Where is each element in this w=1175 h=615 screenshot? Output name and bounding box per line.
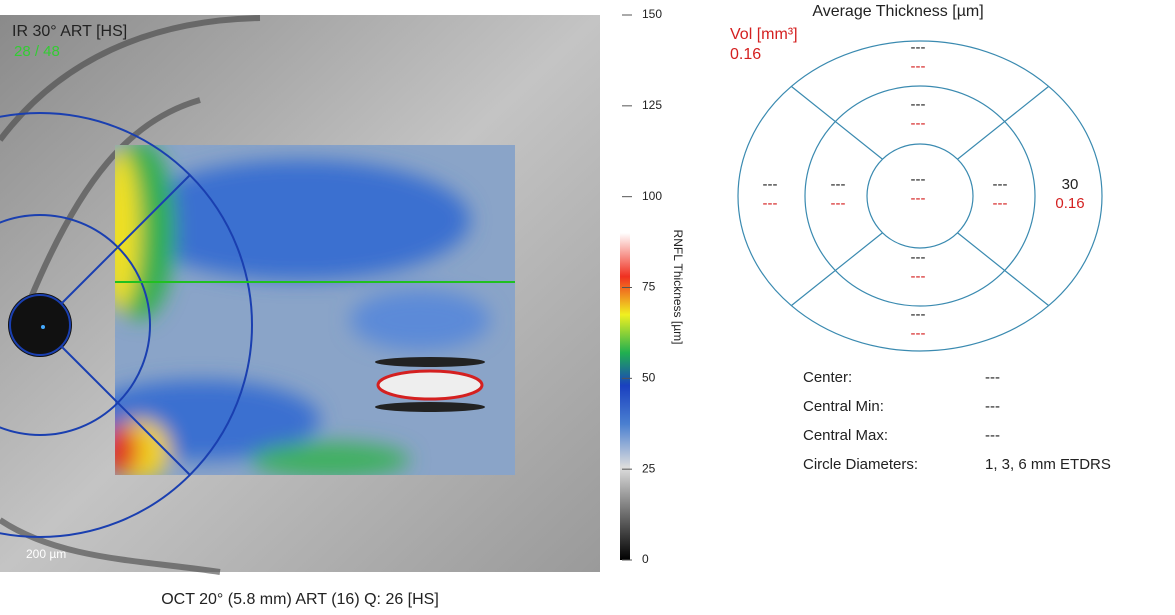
vol-value: 0.16 xyxy=(730,46,761,63)
image-caption: OCT 20° (5.8 mm) ART (16) Q: 26 [HS] xyxy=(161,591,439,608)
colorbar-tick-label: 125 xyxy=(642,98,662,112)
sector-volume: --- xyxy=(911,115,926,132)
sector-thickness: --- xyxy=(911,39,926,56)
sector-thickness: --- xyxy=(763,176,778,193)
sector-volume: 0.16 xyxy=(1055,195,1084,212)
sector-thickness: --- xyxy=(911,306,926,323)
fundus-image: IR 30° ART [HS] 28 / 48 200 µm OCT 20° (… xyxy=(0,15,600,608)
info-label: Circle Diameters: xyxy=(803,456,918,473)
info-table: Center: --- Central Min: --- Central Max: ---… xyxy=(803,369,1111,473)
colorbar-tick-label: 75 xyxy=(642,280,656,294)
info-value: --- xyxy=(985,369,1000,386)
sector-volume: --- xyxy=(911,325,926,342)
sector-volume: --- xyxy=(831,195,846,212)
colorbar-tick-label: 100 xyxy=(642,189,662,203)
report: IR 30° ART [HS] 28 / 48 200 µm OCT 20° (… xyxy=(0,0,1175,615)
sector-volume: --- xyxy=(911,190,926,207)
sector-thickness: --- xyxy=(831,176,846,193)
vol-label: Vol [mm³] xyxy=(730,26,798,43)
colorbar-tick-label: 150 xyxy=(642,7,662,21)
grid-title: Average Thickness [µm] xyxy=(812,3,983,20)
colorbar-tick-label: 0 xyxy=(642,552,649,566)
info-value: 1, 3, 6 mm ETDRS xyxy=(985,456,1111,473)
sector-volume: --- xyxy=(993,195,1008,212)
sector-thickness: --- xyxy=(993,176,1008,193)
sector-thickness: --- xyxy=(911,96,926,113)
colorbar-tick-label: 25 xyxy=(642,461,656,475)
sector-volume: --- xyxy=(911,268,926,285)
etdrs-grid: Average Thickness [µm] Vol [mm³] 0.16 --… xyxy=(730,3,1102,351)
info-label: Central Min: xyxy=(803,398,884,415)
colorbar: RNFL Thickness [µm] 150 125 100 75 50 25 0 xyxy=(620,7,685,566)
colorbar-tick-label: 50 xyxy=(642,371,656,385)
info-label: Central Max: xyxy=(803,427,888,444)
sector-volume: --- xyxy=(911,58,926,75)
image-title: IR 30° ART [HS] xyxy=(12,23,127,40)
scale-label: 200 µm xyxy=(26,547,66,561)
sector-thickness: --- xyxy=(911,171,926,188)
sector-thickness: 30 xyxy=(1062,176,1079,193)
sector-volume: --- xyxy=(763,195,778,212)
frame-counter: 28 / 48 xyxy=(14,43,60,60)
info-value: --- xyxy=(985,427,1000,444)
info-value: --- xyxy=(985,398,1000,415)
sector-thickness: --- xyxy=(911,249,926,266)
info-label: Center: xyxy=(803,369,852,386)
colorbar-label: RNFL Thickness [µm] xyxy=(671,230,685,345)
